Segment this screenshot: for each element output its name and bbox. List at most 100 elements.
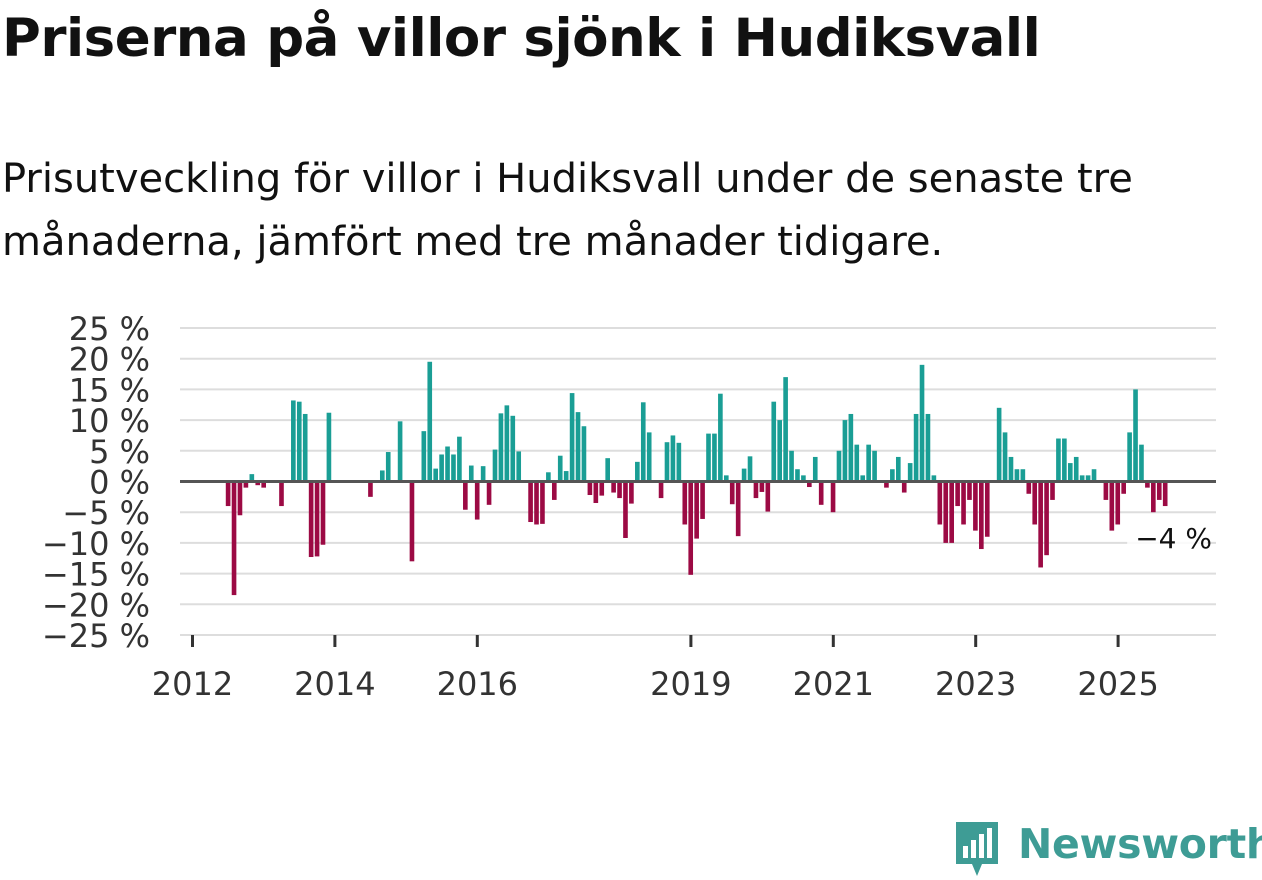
y-tick-label: −5 % bbox=[62, 494, 150, 532]
bar bbox=[670, 435, 676, 482]
bar bbox=[907, 463, 913, 482]
bar bbox=[712, 433, 717, 482]
x-tick-label: 2023 bbox=[935, 665, 1016, 700]
bar bbox=[474, 481, 480, 520]
bar bbox=[890, 469, 895, 482]
x-axis: 2012 2014 2016 2019 2021 2023 2025 bbox=[152, 634, 1216, 700]
x-tick-label: 2019 bbox=[650, 665, 731, 700]
bar bbox=[1002, 432, 1008, 482]
page-subtitle: Prisutveckling för villor i Hudiksvall u… bbox=[2, 156, 1133, 265]
bar bbox=[949, 481, 954, 543]
bar bbox=[937, 481, 943, 525]
bar bbox=[753, 481, 759, 499]
bar bbox=[818, 481, 824, 505]
bar bbox=[1067, 463, 1073, 482]
bar bbox=[427, 361, 433, 482]
bar bbox=[563, 471, 569, 482]
bar bbox=[961, 481, 966, 525]
brand-name: Newsworthy bbox=[1018, 820, 1262, 868]
newsworthy-brand[interactable]: Newsworthy bbox=[952, 818, 1262, 880]
bar bbox=[492, 449, 498, 482]
y-tick-label: −15 % bbox=[42, 556, 150, 594]
bar bbox=[569, 393, 575, 482]
bar bbox=[439, 454, 444, 482]
bar bbox=[836, 450, 842, 482]
latest-value-label: −4 % bbox=[1135, 522, 1212, 555]
bar bbox=[789, 450, 794, 482]
bar bbox=[901, 481, 907, 493]
bar bbox=[1026, 481, 1032, 494]
bar bbox=[884, 481, 889, 488]
bar bbox=[860, 475, 866, 482]
bar bbox=[635, 461, 640, 482]
bar bbox=[718, 393, 723, 482]
bar bbox=[623, 481, 628, 538]
y-tick-label: 25 % bbox=[69, 310, 150, 348]
bar bbox=[931, 475, 937, 482]
bar bbox=[480, 466, 486, 482]
bar bbox=[1062, 438, 1067, 482]
bar bbox=[1109, 481, 1115, 531]
bar bbox=[682, 481, 688, 525]
bar bbox=[1127, 432, 1132, 482]
bar bbox=[777, 420, 782, 482]
y-tick-label: 10 % bbox=[69, 402, 150, 440]
bar bbox=[308, 481, 314, 558]
bar bbox=[1085, 475, 1091, 482]
bar bbox=[368, 481, 373, 497]
bar bbox=[1073, 456, 1079, 482]
bar bbox=[534, 481, 539, 525]
bar bbox=[504, 405, 510, 482]
bar bbox=[919, 364, 925, 482]
bar bbox=[557, 455, 563, 482]
x-tick-label: 2016 bbox=[437, 665, 518, 700]
bar bbox=[1032, 481, 1038, 525]
x-tick-label: 2025 bbox=[1077, 665, 1158, 700]
bar bbox=[741, 468, 747, 482]
bar bbox=[314, 481, 320, 557]
bar bbox=[913, 413, 919, 482]
bar bbox=[842, 420, 848, 482]
bar bbox=[445, 446, 450, 482]
bar bbox=[812, 456, 818, 482]
bar bbox=[895, 456, 901, 482]
annotation-layer: −4 % bbox=[1127, 520, 1212, 559]
bar bbox=[759, 481, 765, 492]
bar bbox=[243, 481, 249, 488]
bar bbox=[979, 481, 984, 550]
bar bbox=[629, 481, 634, 504]
bar bbox=[646, 432, 652, 482]
x-tick-label: 2021 bbox=[793, 665, 874, 700]
y-tick-label: −20 % bbox=[42, 586, 150, 624]
bar bbox=[528, 481, 533, 523]
bar bbox=[575, 412, 581, 482]
bar bbox=[225, 481, 231, 507]
bar bbox=[451, 454, 456, 482]
price-change-bar-chart: 25 %20 %15 %10 %5 %0 %−5 %−10 %−15 %−20 … bbox=[42, 310, 1216, 700]
bar bbox=[1091, 469, 1097, 482]
bar bbox=[765, 481, 771, 512]
bar bbox=[599, 481, 605, 496]
bar bbox=[581, 426, 587, 482]
bar bbox=[326, 412, 332, 482]
bar bbox=[587, 481, 593, 496]
y-axis-tick-labels: 25 %20 %15 %10 %5 %0 %−5 %−10 %−15 %−20 … bbox=[42, 310, 150, 655]
bar bbox=[729, 481, 735, 505]
bar bbox=[237, 481, 243, 516]
bar bbox=[611, 481, 616, 493]
bar bbox=[546, 472, 551, 482]
bar bbox=[279, 481, 284, 507]
bar bbox=[1151, 481, 1156, 513]
annotation-background bbox=[1127, 520, 1208, 559]
bar bbox=[486, 481, 492, 505]
bar bbox=[1115, 481, 1121, 525]
bar bbox=[421, 431, 427, 482]
bar bbox=[510, 415, 516, 482]
bar bbox=[807, 481, 812, 488]
bar bbox=[379, 470, 385, 482]
bar bbox=[795, 469, 800, 482]
bar bbox=[640, 402, 646, 482]
bar bbox=[700, 481, 705, 519]
bar bbox=[296, 401, 302, 482]
bar bbox=[291, 400, 296, 482]
